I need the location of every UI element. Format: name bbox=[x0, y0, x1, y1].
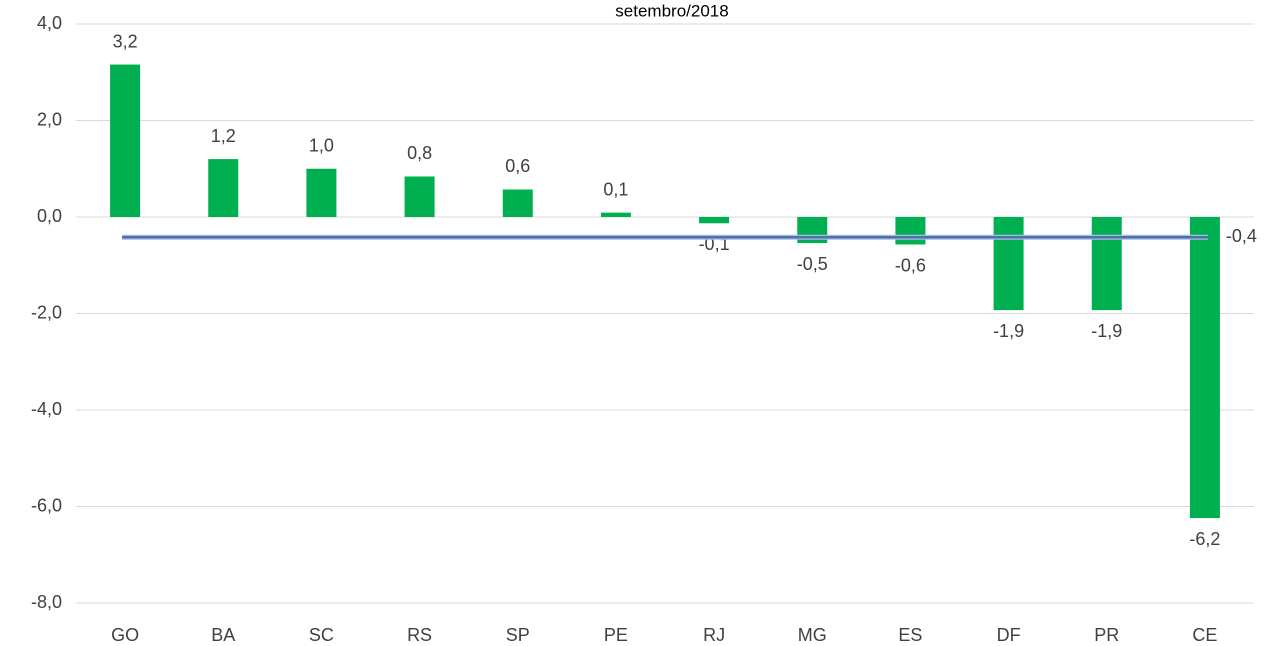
x-tick-label: GO bbox=[111, 625, 139, 645]
data-label: 0,1 bbox=[603, 179, 628, 199]
bar bbox=[110, 64, 141, 217]
chart-title: setembro/2018 bbox=[615, 1, 728, 20]
bar bbox=[306, 168, 337, 217]
data-label: 0,6 bbox=[505, 156, 530, 176]
bar bbox=[1091, 217, 1122, 311]
data-label: -0,6 bbox=[895, 255, 926, 275]
data-label: -0,5 bbox=[797, 254, 828, 274]
bar bbox=[699, 217, 730, 224]
reference-label: -0,4 bbox=[1226, 226, 1257, 246]
x-tick-label: PE bbox=[604, 625, 628, 645]
data-label: 0,8 bbox=[407, 143, 432, 163]
data-label: -1,9 bbox=[1091, 321, 1122, 341]
bar bbox=[895, 217, 926, 245]
data-label: 1,2 bbox=[211, 126, 236, 146]
x-tick-label: MG bbox=[798, 625, 827, 645]
x-tick-label: SP bbox=[506, 625, 530, 645]
bar bbox=[208, 159, 239, 217]
x-tick-label: RJ bbox=[703, 625, 725, 645]
y-tick-label: -4,0 bbox=[31, 399, 62, 419]
x-tick-label: BA bbox=[211, 625, 235, 645]
bar bbox=[600, 212, 631, 217]
y-tick-label: 2,0 bbox=[37, 109, 62, 129]
y-tick-label: -6,0 bbox=[31, 495, 62, 515]
x-tick-label: RS bbox=[407, 625, 432, 645]
data-label: -6,2 bbox=[1189, 529, 1220, 549]
y-tick-label: -8,0 bbox=[31, 592, 62, 612]
bar bbox=[993, 217, 1024, 311]
bar bbox=[502, 189, 533, 217]
x-tick-label: ES bbox=[898, 625, 922, 645]
bar bbox=[404, 176, 435, 217]
x-tick-label: DF bbox=[997, 625, 1021, 645]
y-tick-label: 4,0 bbox=[37, 13, 62, 33]
x-tick-label: SC bbox=[309, 625, 334, 645]
x-tick-label: CE bbox=[1192, 625, 1217, 645]
y-tick-label: 0,0 bbox=[37, 206, 62, 226]
data-label: 3,2 bbox=[113, 31, 138, 51]
y-tick-label: -2,0 bbox=[31, 302, 62, 322]
data-label: 1,0 bbox=[309, 136, 334, 156]
data-label: -1,9 bbox=[993, 321, 1024, 341]
x-tick-label: PR bbox=[1094, 625, 1119, 645]
bar bbox=[1189, 217, 1220, 519]
